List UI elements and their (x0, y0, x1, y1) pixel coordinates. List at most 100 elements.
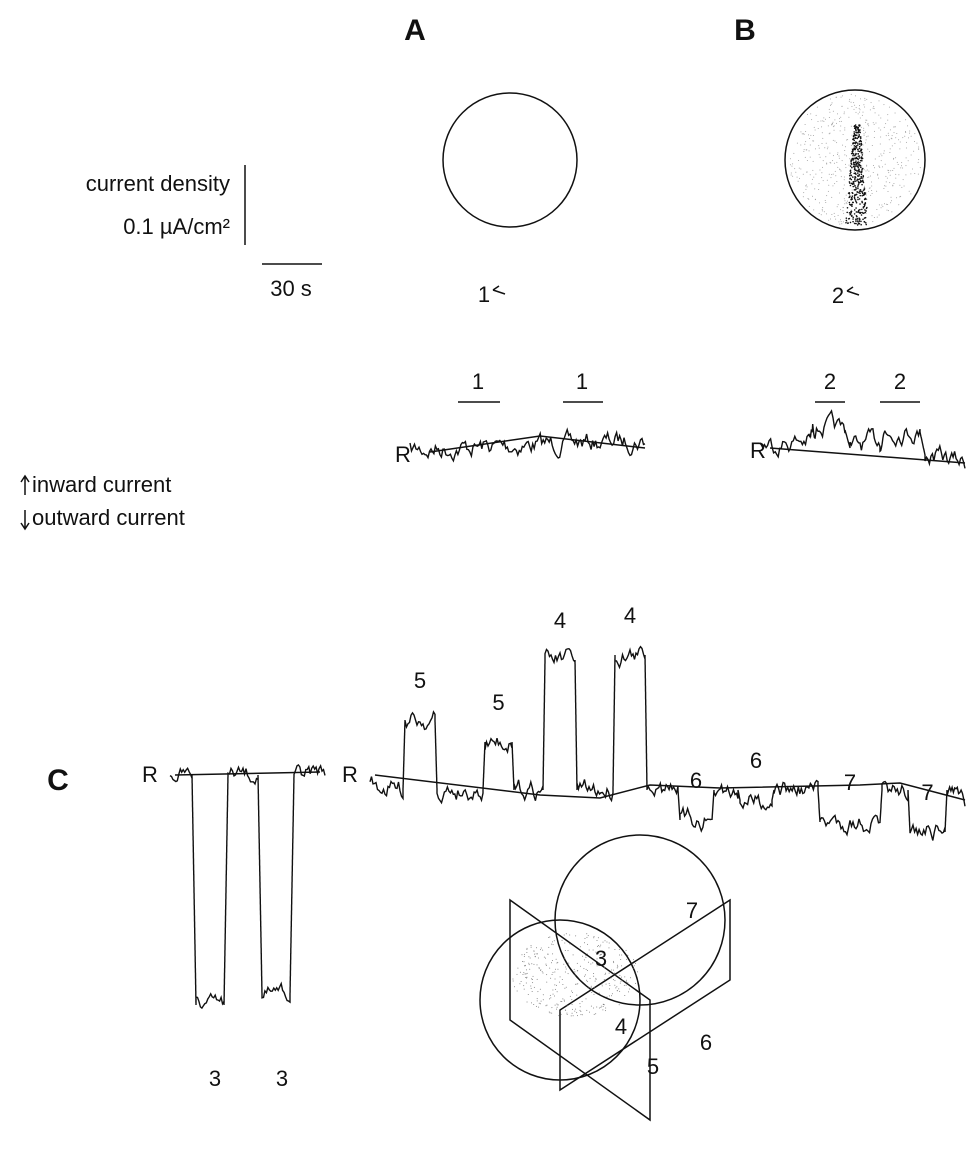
stipple (616, 986, 617, 987)
stipple (857, 142, 859, 144)
stipple (918, 159, 919, 160)
stipple (829, 133, 830, 134)
stipple (560, 1001, 561, 1002)
stipple (838, 204, 839, 205)
stipple (866, 166, 867, 167)
stipple (842, 160, 843, 161)
stipple (857, 184, 859, 186)
marker-label: 3 (209, 1066, 221, 1091)
stipple (880, 143, 881, 144)
stipple (569, 943, 570, 944)
stipple (867, 124, 868, 125)
stipple (816, 115, 817, 116)
stipple (536, 953, 537, 954)
stipple (833, 155, 834, 156)
stipple (857, 156, 858, 157)
stipple (853, 163, 855, 165)
stipple (855, 112, 856, 113)
stipple (834, 163, 835, 164)
stipple (612, 993, 613, 994)
stipple (856, 215, 858, 217)
stipple (566, 1013, 567, 1014)
stipple (821, 214, 822, 215)
panel-label: A (404, 14, 426, 47)
stipple (861, 184, 863, 186)
stipple (859, 178, 861, 180)
stipple (833, 140, 834, 141)
stipple (885, 164, 886, 165)
stipple (574, 1011, 575, 1012)
embryo (785, 90, 925, 230)
stipple (614, 949, 615, 950)
stipple (536, 1006, 537, 1007)
stipple (899, 148, 900, 149)
stipple (542, 950, 543, 951)
site-label: 5 (647, 1054, 659, 1079)
stipple (873, 172, 874, 173)
stipple (852, 216, 854, 218)
stipple (864, 100, 865, 101)
stipple (889, 152, 890, 153)
stipple (906, 142, 907, 143)
stipple (531, 947, 532, 948)
stipple (844, 111, 845, 112)
stipple (621, 977, 622, 978)
stipple (577, 970, 578, 971)
stipple (852, 202, 854, 204)
stipple (577, 983, 578, 984)
stipple (898, 139, 899, 140)
stipple (868, 176, 869, 177)
stipple (892, 145, 893, 146)
stipple (834, 213, 835, 214)
stipple (878, 115, 879, 116)
stipple (892, 170, 893, 171)
stipple (821, 126, 822, 127)
stipple (799, 168, 800, 169)
stipple (862, 168, 864, 170)
stipple (822, 207, 823, 208)
stipple (829, 112, 830, 113)
stipple (866, 136, 867, 137)
stipple (902, 137, 903, 138)
stipple (858, 221, 860, 223)
stipple (552, 953, 553, 954)
stipple (592, 962, 593, 963)
stipple (791, 166, 792, 167)
stipple (580, 966, 581, 967)
stipple (895, 178, 896, 179)
stipple (868, 125, 869, 126)
stipple (861, 173, 863, 175)
stipple (864, 187, 866, 189)
stipple (590, 978, 591, 979)
stipple (832, 185, 833, 186)
stipple (605, 974, 606, 975)
stipple (544, 957, 545, 958)
stipple (849, 173, 851, 175)
stipple (904, 186, 905, 187)
stipple (562, 984, 563, 985)
stipple (863, 130, 864, 131)
stipple (841, 121, 842, 122)
stipple (841, 170, 842, 171)
stipple (918, 162, 919, 163)
stipple (540, 989, 541, 990)
stipple (851, 197, 853, 199)
stipple (528, 963, 529, 964)
stipple (863, 104, 864, 105)
stipple (558, 1015, 559, 1016)
stipple (840, 219, 841, 220)
stipple (857, 218, 859, 220)
stipple (626, 950, 627, 951)
stipple (855, 146, 857, 148)
stipple (890, 175, 891, 176)
stipple (840, 209, 841, 210)
stipple (826, 143, 827, 144)
stipple (620, 981, 621, 982)
stipple (850, 160, 852, 162)
stipple (569, 934, 570, 935)
stipple (852, 183, 854, 185)
stipple (556, 1003, 557, 1004)
stipple (851, 102, 852, 103)
stipple (857, 165, 859, 167)
stipple (575, 984, 576, 985)
